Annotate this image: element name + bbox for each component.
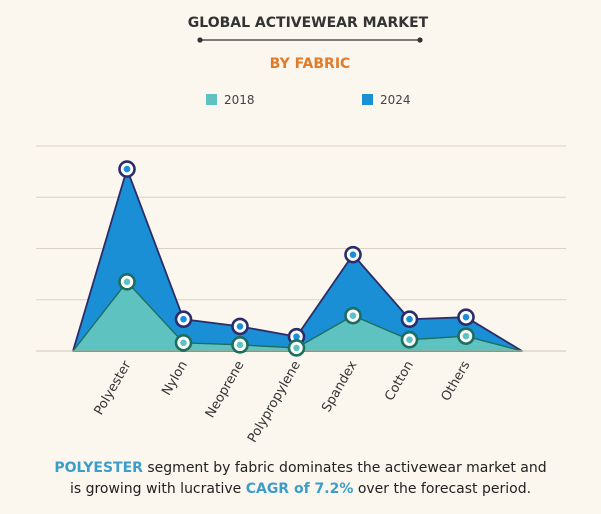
marker-2024-spandex — [344, 245, 362, 264]
x-label-polyester: Polyester — [92, 358, 135, 418]
footer-line-2: is growing with lucrative CAGR of 7.2% o… — [0, 479, 601, 500]
legend: 2018 2024 — [206, 93, 411, 107]
legend-label-2018: 2018 — [224, 93, 255, 107]
marker-2018-spandex — [344, 306, 362, 325]
legend-swatch-2018 — [206, 94, 217, 105]
x-label-spandex: Spandex — [319, 358, 360, 415]
area-2018 — [72, 281, 523, 352]
chart-subtitle: BY FABRIC — [270, 56, 351, 72]
marker-2018-polyester — [118, 273, 136, 291]
marker-2018-neoprene — [231, 336, 249, 354]
activewear-chart: GLOBAL ACTIVEWEAR MARKET BY FABRIC 2018 … — [36, 15, 566, 445]
legend-label-2024: 2024 — [380, 93, 411, 107]
title-underline-left-dot — [197, 37, 203, 43]
marker-2018-nylon — [174, 333, 193, 352]
marker-2024-nylon — [174, 310, 193, 329]
marker-2024-others — [457, 308, 475, 326]
footer-highlight-polyester: POLYESTER — [54, 460, 143, 476]
x-label-neoprene: Neoprene — [203, 359, 248, 421]
chart-title: GLOBAL ACTIVEWEAR MARKET — [188, 15, 429, 31]
x-label-nylon: Nylon — [159, 359, 191, 399]
marker-2024-polyester — [118, 160, 136, 178]
series-areas — [72, 168, 523, 352]
series-markers — [118, 160, 475, 357]
footer-text-2: is growing with lucrative — [69, 481, 246, 497]
marker-2018-others — [457, 327, 475, 345]
footer-caption: POLYESTER segment by fabric dominates th… — [0, 458, 601, 500]
x-label-others: Others — [439, 358, 474, 404]
legend-swatch-2024 — [362, 94, 373, 105]
footer-highlight-cagr: CAGR of 7.2% — [245, 481, 354, 497]
footer-text-3: over the forecast period. — [353, 481, 532, 497]
footer-line-1: POLYESTER segment by fabric dominates th… — [0, 458, 601, 479]
x-label-polypropylene: Polypropylene — [245, 359, 304, 446]
marker-2024-neoprene — [231, 317, 249, 336]
marker-2018-cotton — [400, 330, 419, 349]
marker-2018-polypropylene — [287, 339, 306, 357]
marker-2024-cotton — [400, 310, 419, 329]
x-label-cotton: Cotton — [382, 359, 417, 404]
title-underline-right-dot — [417, 37, 423, 43]
footer-text-1: segment by fabric dominates the activewe… — [142, 460, 547, 476]
